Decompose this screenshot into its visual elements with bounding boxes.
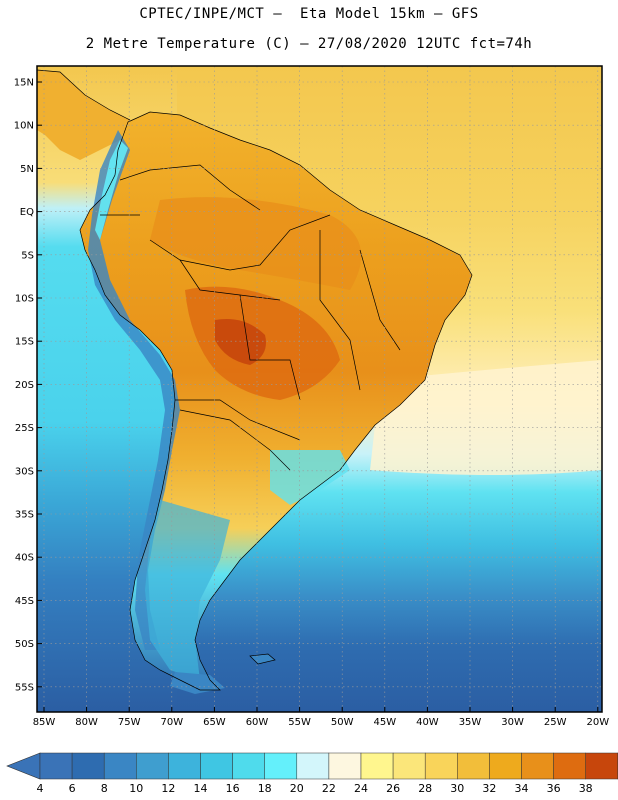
colorbar-cell bbox=[264, 752, 298, 780]
colorbar-label: 14 bbox=[194, 782, 208, 795]
lon-tick-label: 55W bbox=[288, 717, 311, 728]
lon-tick-label: 20W bbox=[586, 717, 609, 728]
colorbar-label: 16 bbox=[226, 782, 240, 795]
title-line-1: CPTEC/INPE/MCT – Eta Model 15km – GFS bbox=[139, 6, 479, 22]
lon-tick-label: 25W bbox=[544, 717, 567, 728]
lat-tick-label: 15S bbox=[15, 337, 34, 348]
colorbar-cell bbox=[585, 752, 618, 780]
colorbar-label: 22 bbox=[322, 782, 336, 795]
country-borders bbox=[37, 69, 473, 691]
colorbar-cell bbox=[103, 752, 137, 780]
patagonia-cool bbox=[145, 500, 230, 680]
latitude-ticks: 15N 10N 5N EQ 5S 10S 15S 20S 25S 30S 35S 40S 45S 50S 5… bbox=[14, 78, 42, 693]
colorbar-label: 20 bbox=[290, 782, 304, 795]
colorbar-cell bbox=[424, 752, 458, 780]
atlantic-pale-band bbox=[370, 360, 602, 475]
lat-tick-label: 10N bbox=[14, 121, 34, 132]
colorbar-label: 26 bbox=[386, 782, 400, 795]
colorbar: 4 6 8 10 12 14 16 18 20 22 24 26 28 30 32 34 36 38 bbox=[6, 752, 618, 795]
colorbar-label: 36 bbox=[547, 782, 561, 795]
colorbar-label: 12 bbox=[161, 782, 175, 795]
lat-tick-label: 25S bbox=[15, 423, 34, 434]
colorbar-label: 38 bbox=[579, 782, 593, 795]
colorbar-label: 8 bbox=[101, 782, 108, 795]
lat-tick-label: EQ bbox=[20, 207, 34, 218]
colorbar-cell bbox=[168, 752, 201, 780]
southeast-cool-region bbox=[270, 450, 350, 505]
colorbar-cell bbox=[200, 752, 233, 780]
longitude-ticks: 85W 80W 75W 70W 65W 60W 55W 50W 45W 40W 35W 30W 25W 2… bbox=[33, 707, 609, 728]
colorbar-cell bbox=[457, 752, 490, 780]
colorbar-cell bbox=[296, 752, 330, 780]
lat-tick-label: 10S bbox=[15, 294, 34, 305]
lon-tick-label: 60W bbox=[246, 717, 269, 728]
colorbar-under-arrow bbox=[6, 752, 41, 780]
lat-tick-label: 35S bbox=[15, 510, 34, 521]
lat-tick-label: 20S bbox=[15, 380, 34, 391]
lat-tick-label: 45S bbox=[15, 596, 34, 607]
lon-tick-label: 85W bbox=[33, 717, 56, 728]
colorbar-cell bbox=[71, 752, 105, 780]
title-line-2: 2 Metre Temperature (C) – 27/08/2020 12U… bbox=[85, 36, 533, 52]
map-frame bbox=[36, 65, 603, 713]
lon-tick-label: 75W bbox=[118, 717, 141, 728]
colorbar-label: 30 bbox=[450, 782, 464, 795]
colorbar-label: 34 bbox=[515, 782, 529, 795]
lat-tick-label: 30S bbox=[15, 466, 34, 477]
colorbar-label: 6 bbox=[69, 782, 76, 795]
lat-tick-label: 5S bbox=[21, 250, 34, 261]
lon-tick-label: 30W bbox=[501, 717, 524, 728]
colorbar-label: 4 bbox=[37, 782, 44, 795]
hottest-core bbox=[215, 319, 266, 365]
colorbar-cell bbox=[328, 752, 362, 780]
lat-tick-label: 50S bbox=[15, 639, 34, 650]
lat-tick-label: 40S bbox=[15, 553, 34, 564]
amazon-warm bbox=[150, 197, 362, 290]
lon-tick-label: 35W bbox=[459, 717, 482, 728]
colorbar-cell bbox=[136, 752, 169, 780]
lon-tick-label: 45W bbox=[373, 717, 396, 728]
lat-tick-label: 5N bbox=[20, 164, 34, 175]
colorbar-label: 24 bbox=[354, 782, 368, 795]
lon-tick-label: 80W bbox=[75, 717, 98, 728]
colorbar-label: 18 bbox=[258, 782, 272, 795]
lon-tick-label: 40W bbox=[416, 717, 439, 728]
colorbar-label: 32 bbox=[482, 782, 496, 795]
colorbar-cell bbox=[553, 752, 586, 780]
colorbar-cell bbox=[489, 752, 522, 780]
lon-tick-label: 65W bbox=[203, 717, 226, 728]
colorbar-cell bbox=[232, 752, 265, 780]
colorbar-label: 28 bbox=[418, 782, 432, 795]
central-america-land bbox=[37, 70, 130, 160]
tierra-del-fuego bbox=[170, 672, 225, 694]
lon-tick-label: 70W bbox=[160, 717, 183, 728]
lon-tick-label: 50W bbox=[331, 717, 354, 728]
colorbar-label: 10 bbox=[129, 782, 143, 795]
falkland-islands bbox=[249, 653, 276, 665]
lat-tick-label: 55S bbox=[15, 682, 34, 693]
colorbar-cell bbox=[39, 752, 73, 780]
lat-tick-label: 15N bbox=[14, 78, 34, 89]
colorbar-cell bbox=[521, 752, 554, 780]
colorbar-cell bbox=[392, 752, 426, 780]
colorbar-cell bbox=[360, 752, 394, 780]
